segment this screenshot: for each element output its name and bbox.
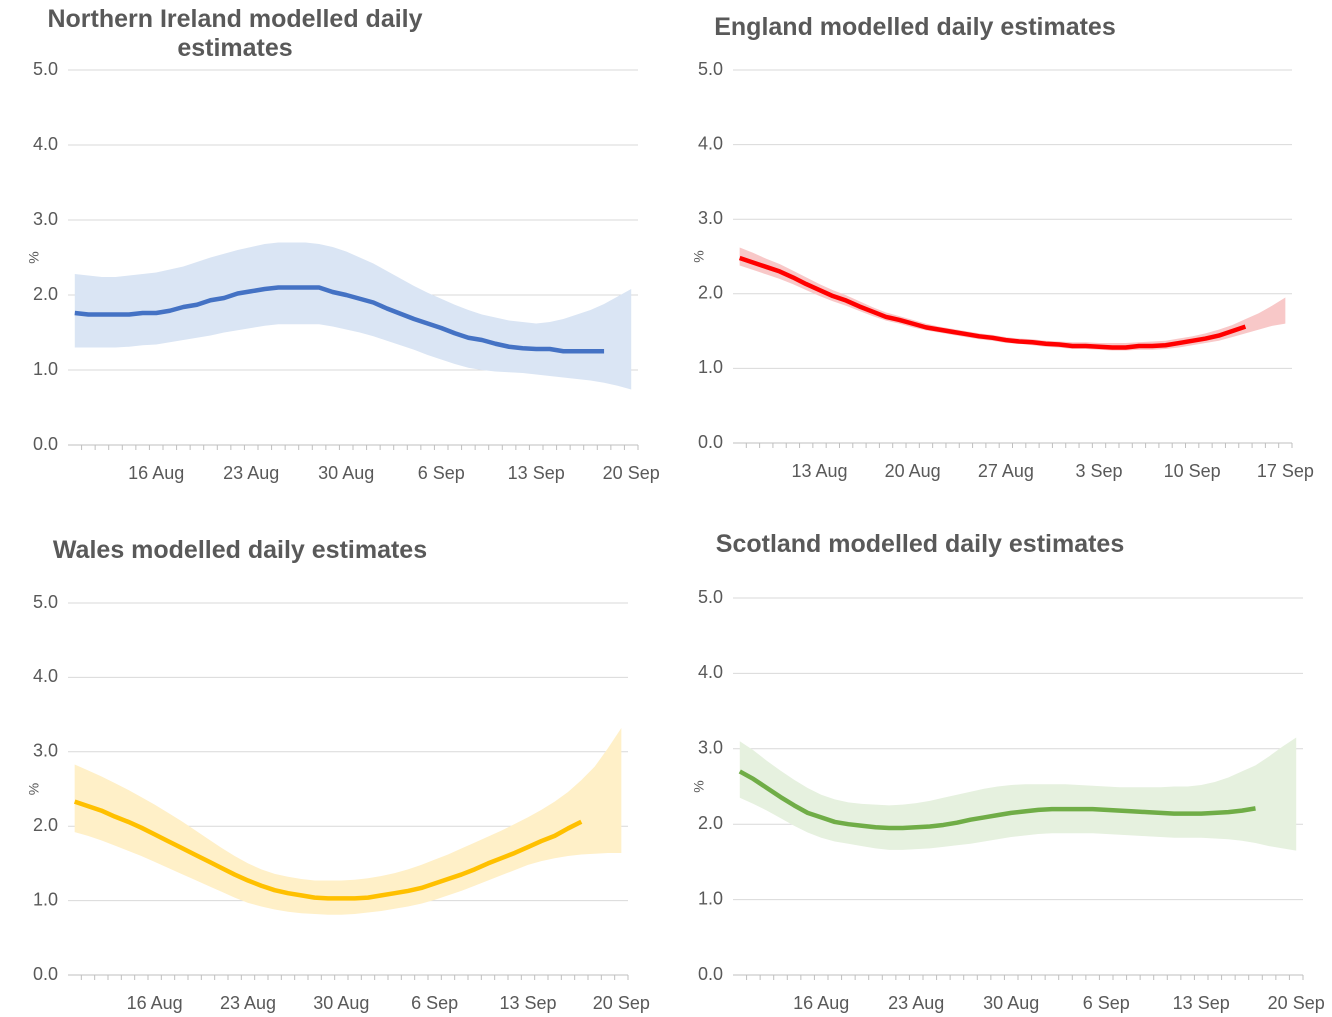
x-tick-label: 17 Sep — [1257, 461, 1314, 481]
chart-title: England modelled daily estimates — [714, 13, 1116, 41]
y-tick-label: 4.0 — [33, 666, 58, 686]
y-tick-label: 2.0 — [698, 283, 723, 303]
y-axis-label: % — [691, 780, 707, 792]
y-tick-label: 0.0 — [698, 432, 723, 452]
confidence-band — [739, 737, 1297, 851]
confidence-band — [74, 727, 622, 915]
x-tick-label: 16 Aug — [793, 993, 849, 1013]
y-tick-label: 1.0 — [698, 357, 723, 377]
y-tick-label: 0.0 — [698, 964, 723, 984]
x-tick-label: 13 Aug — [791, 461, 847, 481]
estimate-line — [738, 255, 1247, 350]
y-tick-label: 0.0 — [33, 434, 58, 454]
y-axis-label: % — [26, 783, 42, 795]
confidence-band — [74, 242, 632, 390]
y-tick-label: 1.0 — [33, 889, 58, 909]
estimate-line — [74, 285, 605, 354]
x-tick-label: 23 Aug — [223, 463, 279, 483]
x-tick-label: 23 Aug — [220, 993, 276, 1013]
y-tick-label: 5.0 — [33, 59, 58, 79]
y-tick-label: 2.0 — [698, 813, 723, 833]
x-tick-label: 27 Aug — [978, 461, 1034, 481]
x-tick-label: 30 Aug — [313, 993, 369, 1013]
y-tick-label: 0.0 — [33, 964, 58, 984]
confidence-band — [739, 247, 1286, 351]
x-tick-label: 10 Sep — [1164, 461, 1221, 481]
chart-title: Wales modelled daily estimates — [52, 536, 428, 564]
y-tick-label: 3.0 — [33, 209, 58, 229]
x-tick-label: 16 Aug — [127, 993, 183, 1013]
x-tick-label: 3 Sep — [1075, 461, 1122, 481]
x-tick-label: 16 Aug — [128, 463, 184, 483]
x-tick-label: 20 Sep — [593, 993, 650, 1013]
estimate-line — [738, 769, 1256, 831]
y-tick-label: 3.0 — [698, 738, 723, 758]
x-tick-label: 30 Aug — [318, 463, 374, 483]
y-tick-label: 5.0 — [33, 592, 58, 612]
y-tick-label: 4.0 — [698, 662, 723, 682]
y-tick-label: 1.0 — [698, 888, 723, 908]
y-tick-label: 4.0 — [33, 134, 58, 154]
y-tick-label: 4.0 — [698, 133, 723, 153]
x-tick-label: 13 Sep — [508, 463, 565, 483]
x-tick-label: 23 Aug — [888, 993, 944, 1013]
x-tick-label: 6 Sep — [418, 463, 465, 483]
x-tick-label: 13 Sep — [1173, 993, 1230, 1013]
x-tick-label: 30 Aug — [983, 993, 1039, 1013]
y-tick-label: 5.0 — [698, 587, 723, 607]
chart-title: Scotland modelled daily estimates — [715, 530, 1125, 558]
x-tick-label: 13 Sep — [499, 993, 556, 1013]
x-tick-label: 6 Sep — [411, 993, 458, 1013]
y-tick-label: 2.0 — [33, 284, 58, 304]
y-tick-label: 3.0 — [698, 208, 723, 228]
x-tick-label: 20 Sep — [1268, 993, 1325, 1013]
estimate-line — [73, 799, 583, 901]
y-tick-label: 5.0 — [698, 59, 723, 79]
x-tick-label: 20 Aug — [885, 461, 941, 481]
y-tick-label: 1.0 — [33, 359, 58, 379]
x-tick-label: 20 Sep — [603, 463, 660, 483]
y-tick-label: 2.0 — [33, 815, 58, 835]
x-tick-label: 6 Sep — [1083, 993, 1130, 1013]
y-tick-label: 3.0 — [33, 741, 58, 761]
y-axis-label: % — [691, 250, 707, 262]
chart-title: Northern Ireland modelled daily estimate… — [47, 5, 423, 62]
y-axis-label: % — [26, 251, 42, 263]
